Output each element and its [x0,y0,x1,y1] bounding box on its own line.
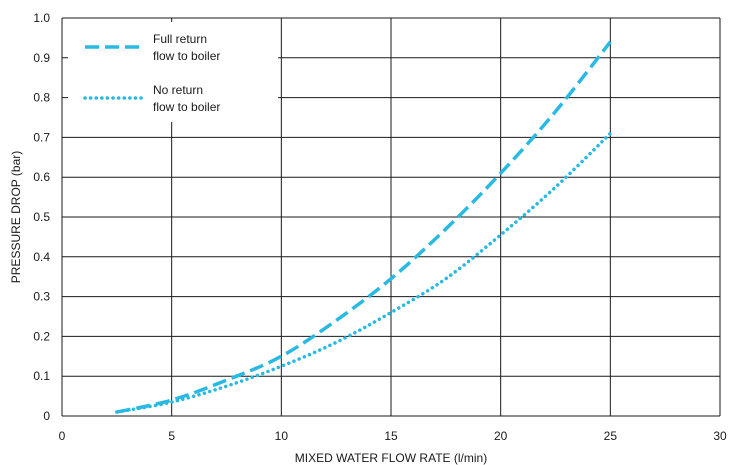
series-lines [115,40,613,414]
series-full-return-line [116,40,612,414]
series-no-return-line [115,131,613,414]
y-tick-label: 0.5 [33,210,50,224]
x-tick-label: 15 [384,429,398,443]
y-axis-title: PRESSURE DROP (bar) [9,151,23,283]
y-tick-label: 0 [43,409,50,423]
x-tick-label: 30 [713,429,727,443]
legend-label-full-return-line1: Full return [153,32,207,46]
legend-label-full-return-line2: flow to boiler [153,49,220,63]
y-tick-label: 0.3 [33,290,50,304]
y-tick-label: 0.9 [33,51,50,65]
y-tick-label: 0.2 [33,329,50,343]
x-tick-label: 0 [59,429,66,443]
y-tick-label: 0.4 [33,250,50,264]
y-tick-label: 1.0 [33,11,50,25]
x-tick-label: 5 [168,429,175,443]
grid [61,17,721,417]
y-tick-label: 0.7 [33,130,50,144]
x-axis-title: MIXED WATER FLOW RATE (l/min) [295,451,487,465]
tick-labels: 0 5 10 15 20 25 30 0 0.1 0.2 0.3 0.4 0.5 0.6 0.7 0.8 0.9… [33,11,727,443]
x-tick-label: 20 [494,429,508,443]
y-tick-label: 0.1 [33,369,50,383]
y-tick-label: 0.6 [33,170,50,184]
legend-box [68,22,278,122]
legend-label-no-return-line1: No return [153,83,203,97]
y-tick-label: 0.8 [33,91,50,105]
x-tick-label: 10 [275,429,289,443]
legend-label-no-return-line2: flow to boiler [153,100,220,114]
x-tick-label: 25 [604,429,618,443]
